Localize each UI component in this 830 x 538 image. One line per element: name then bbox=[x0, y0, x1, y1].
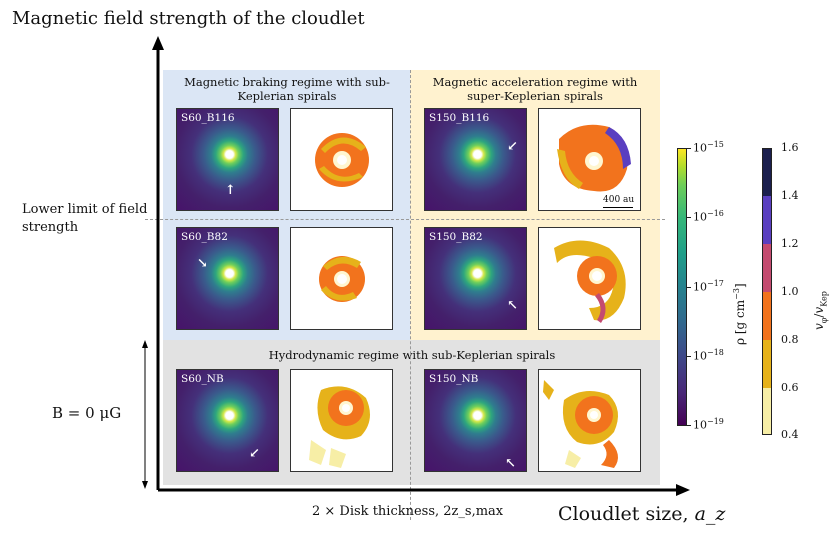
arrow-icon: ↖ bbox=[507, 298, 518, 313]
velocity-panel-s150-b82 bbox=[538, 227, 641, 330]
velocity-map bbox=[309, 386, 370, 468]
density-panel-s150-nb: S150_NB ↖ bbox=[424, 369, 527, 472]
velocity-panel-s60-b82 bbox=[290, 227, 393, 330]
rho-tick-mark bbox=[687, 287, 691, 288]
panel-label: S60_B116 bbox=[181, 112, 235, 124]
rho-tick-mark bbox=[687, 356, 691, 357]
rho-tick-label: 10−18 bbox=[693, 348, 724, 363]
acceleration-region-title: Magnetic acceleration regime with super-… bbox=[432, 75, 638, 103]
scale-bar bbox=[603, 207, 633, 208]
rho-tick-label: 10−19 bbox=[693, 417, 724, 432]
density-panel-s150-b116: S150_B116 ↙ bbox=[424, 108, 527, 211]
lower-limit-label: Lower limit of field strength bbox=[22, 202, 148, 235]
velocity-panel-s60-nb bbox=[290, 369, 393, 472]
vel-tick-label: 0.6 bbox=[781, 381, 799, 394]
velocity-map bbox=[543, 380, 618, 468]
vel-tick-label: 0.8 bbox=[781, 333, 799, 346]
panel-label: S150_B82 bbox=[429, 231, 483, 243]
density-panel-s150-b82: S150_B82 ↖ bbox=[424, 227, 527, 330]
velocity-panel-s150-b116: 400 au bbox=[538, 108, 641, 211]
arrow-icon: ↙ bbox=[507, 139, 518, 154]
panel-label: S60_B82 bbox=[181, 231, 228, 243]
y-axis-title: Magnetic field strength of the cloudlet bbox=[12, 8, 365, 29]
vel-tick-label: 1.4 bbox=[781, 189, 799, 202]
panel-label: S150_NB bbox=[429, 373, 479, 385]
scale-bar-label: 400 au bbox=[603, 195, 635, 205]
vel-tick-label: 1.6 bbox=[781, 141, 799, 154]
hydro-region-title: Hydrodynamic regime with sub-Keplerian s… bbox=[268, 348, 556, 362]
rho-tick-label: 10−17 bbox=[693, 279, 724, 294]
arrow-icon: ↑ bbox=[225, 183, 236, 198]
rho-tick-label: 10−15 bbox=[693, 140, 724, 155]
disk-thickness-label: 2 × Disk thickness, 2z_s,max bbox=[312, 504, 504, 519]
lower-limit-dashed-line bbox=[145, 219, 665, 220]
density-panel-s60-b82: S60_B82 ↘ bbox=[176, 227, 279, 330]
vel-tick-label: 1.0 bbox=[781, 285, 799, 298]
velocity-colorbar bbox=[762, 148, 772, 435]
velocity-panel-s60-b116 bbox=[290, 108, 393, 211]
disk-thickness-dashed-line bbox=[410, 70, 411, 520]
velocity-colorbar-label: vφ/vKep bbox=[812, 291, 829, 330]
panel-label: S60_NB bbox=[181, 373, 224, 385]
x-axis-title: Cloudlet size, a_z bbox=[558, 503, 726, 525]
velocity-map bbox=[557, 124, 631, 192]
arrow-icon: ↖ bbox=[505, 456, 516, 471]
rho-tick-mark bbox=[687, 148, 691, 149]
vel-tick-label: 1.2 bbox=[781, 237, 799, 250]
rho-tick-label: 10−16 bbox=[693, 209, 724, 224]
velocity-map bbox=[319, 256, 365, 302]
density-colorbar bbox=[677, 148, 687, 426]
rho-colorbar-label: ρ [g cm−3] bbox=[732, 283, 747, 345]
rho-tick-mark bbox=[687, 425, 691, 426]
velocity-panel-s150-nb bbox=[538, 369, 641, 472]
velocity-map bbox=[554, 240, 626, 323]
braking-region-title: Magnetic braking regime with sub-Kepleri… bbox=[184, 75, 390, 103]
arrow-icon: ↘ bbox=[197, 256, 208, 271]
rho-tick-mark bbox=[687, 217, 691, 218]
density-panel-s60-nb: S60_NB ↙ bbox=[176, 369, 279, 472]
arrow-icon: ↙ bbox=[249, 446, 260, 461]
vel-tick-label: 0.4 bbox=[781, 428, 799, 441]
b-zero-label: B = 0 μG bbox=[52, 404, 122, 422]
density-panel-s60-b116: S60_B116 ↑ bbox=[176, 108, 279, 211]
panel-label: S150_B116 bbox=[429, 112, 490, 124]
velocity-map bbox=[315, 133, 369, 187]
